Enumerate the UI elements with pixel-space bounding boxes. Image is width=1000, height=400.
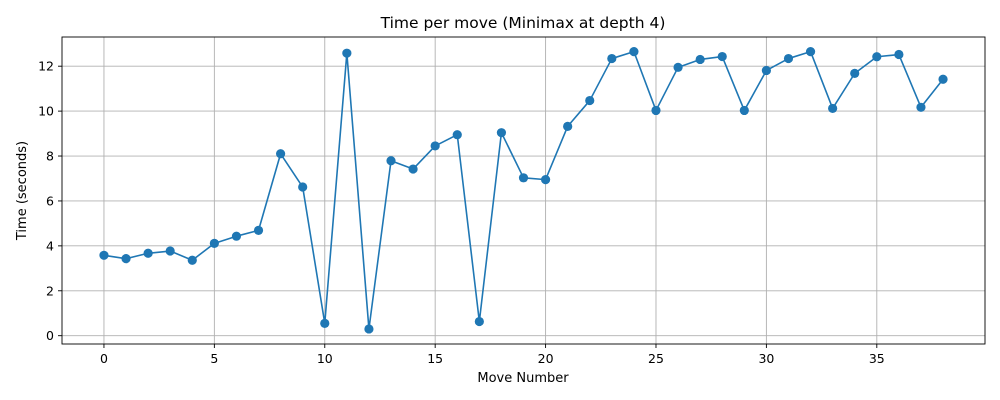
data-point <box>916 102 926 112</box>
y-tick-label: 0 <box>46 328 54 343</box>
y-tick-label: 12 <box>38 59 54 74</box>
x-tick-label: 10 <box>317 351 333 366</box>
data-point <box>938 74 948 84</box>
data-point <box>585 95 595 106</box>
data-point <box>739 105 749 116</box>
data-point <box>99 250 109 260</box>
data-point <box>563 121 573 131</box>
y-tick-label: 6 <box>46 193 54 208</box>
data-point <box>828 103 838 114</box>
chart-title: Time per move (Minimax at depth 4) <box>380 14 666 32</box>
y-tick-label: 2 <box>46 283 54 298</box>
y-axis-label: Time (seconds) <box>15 141 30 241</box>
y-tick-label: 4 <box>46 238 54 253</box>
series-layer <box>99 46 948 334</box>
data-point <box>607 53 617 64</box>
x-tick-label: 5 <box>210 351 218 366</box>
data-point <box>298 182 308 192</box>
data-point <box>673 62 683 72</box>
x-axis-label: Move Number <box>477 371 569 386</box>
data-point <box>320 318 330 328</box>
y-tick-label: 8 <box>46 149 54 164</box>
data-point <box>761 65 771 76</box>
x-tick-label: 30 <box>758 351 774 366</box>
data-point <box>518 173 529 183</box>
data-point <box>872 52 882 62</box>
data-point <box>894 49 904 60</box>
data-point <box>717 51 727 62</box>
x-tick-label: 25 <box>648 351 664 366</box>
data-point <box>408 164 418 174</box>
y-axis: 0 2 4 6 8 10 12 <box>38 59 62 343</box>
series-line <box>103 50 944 330</box>
data-point <box>430 141 440 151</box>
data-point <box>783 53 794 64</box>
x-tick-label: 15 <box>427 351 443 366</box>
data-point <box>629 46 639 57</box>
data-point <box>209 238 219 248</box>
data-point <box>143 248 153 258</box>
x-tick-label: 35 <box>869 351 885 366</box>
data-point <box>496 128 507 138</box>
x-tick-label: 20 <box>538 351 554 366</box>
grid <box>62 37 985 344</box>
data-point <box>342 48 352 58</box>
x-axis: 0 5 10 15 20 25 30 35 <box>100 344 885 366</box>
data-point <box>364 324 374 334</box>
data-point <box>121 254 131 264</box>
data-point <box>253 225 264 235</box>
data-point <box>276 149 286 159</box>
data-point <box>231 231 242 241</box>
data-point <box>452 130 462 140</box>
data-point <box>187 255 197 265</box>
data-point <box>386 156 396 166</box>
data-point <box>165 246 175 256</box>
data-point <box>695 54 705 65</box>
data-point <box>540 175 551 185</box>
plot-frame <box>61 36 986 345</box>
y-tick-label: 10 <box>38 104 54 119</box>
data-point <box>474 316 484 327</box>
data-point <box>651 105 661 116</box>
x-tick-label: 0 <box>100 351 108 366</box>
data-point <box>850 68 860 78</box>
data-point <box>805 46 816 57</box>
